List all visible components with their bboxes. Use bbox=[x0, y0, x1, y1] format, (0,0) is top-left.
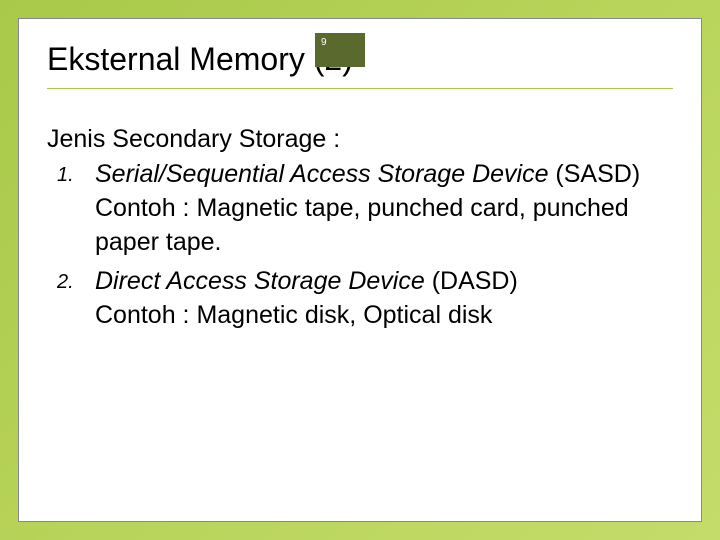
page-number-badge: 9 bbox=[315, 33, 365, 67]
item-title-rest: (SASD) bbox=[548, 160, 640, 188]
list-item: 1. Serial/Sequential Access Storage Devi… bbox=[95, 158, 673, 259]
item-title-rest: (DASD) bbox=[425, 267, 518, 295]
slide-frame: 9 Eksternal Memory (2) Jenis Secondary S… bbox=[18, 18, 702, 522]
list-item: 2. Direct Access Storage Device (DASD) C… bbox=[95, 265, 673, 333]
page-number: 9 bbox=[321, 37, 327, 48]
list-number: 2. bbox=[57, 269, 74, 296]
intro-text: Jenis Secondary Storage : bbox=[47, 125, 673, 154]
item-title-italic: Direct Access Storage Device bbox=[95, 267, 425, 295]
list-number: 1. bbox=[57, 162, 74, 189]
storage-list: 1. Serial/Sequential Access Storage Devi… bbox=[47, 158, 673, 333]
item-example: Contoh : Magnetic disk, Optical disk bbox=[95, 301, 492, 329]
item-title-italic: Serial/Sequential Access Storage Device bbox=[95, 160, 548, 188]
item-example: Contoh : Magnetic tape, punched card, pu… bbox=[95, 194, 629, 256]
